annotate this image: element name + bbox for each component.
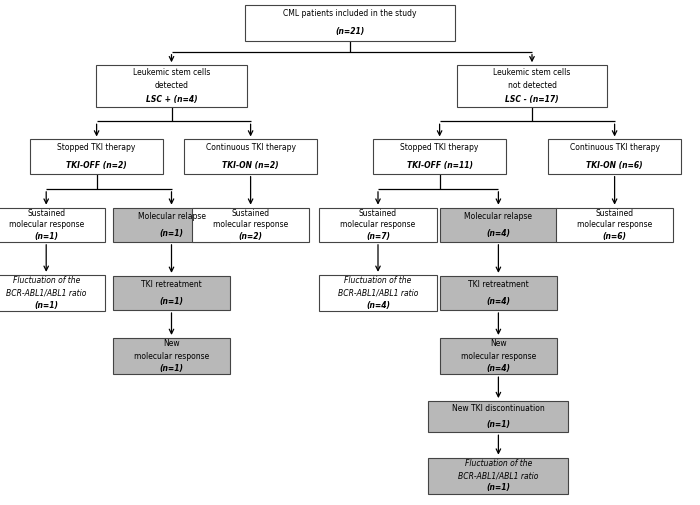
Text: Continuous TKI therapy: Continuous TKI therapy [206, 143, 295, 153]
Text: (n=2): (n=2) [239, 232, 262, 241]
Text: detected: detected [155, 81, 188, 90]
Text: (n=4): (n=4) [486, 229, 510, 238]
FancyBboxPatch shape [113, 208, 230, 242]
Text: molecular response: molecular response [340, 220, 416, 229]
FancyBboxPatch shape [440, 276, 557, 310]
Text: molecular response: molecular response [461, 351, 536, 361]
Text: TKI-OFF (n=11): TKI-OFF (n=11) [407, 161, 473, 170]
Text: (n=21): (n=21) [335, 27, 365, 36]
FancyBboxPatch shape [428, 458, 568, 494]
Text: LSC - (n=17): LSC - (n=17) [505, 95, 559, 104]
Text: TKI-OFF (n=2): TKI-OFF (n=2) [66, 161, 127, 170]
Text: not detected: not detected [508, 81, 556, 90]
FancyBboxPatch shape [319, 275, 437, 311]
FancyBboxPatch shape [0, 275, 105, 311]
Text: (n=4): (n=4) [366, 300, 390, 310]
Text: Leukemic stem cells: Leukemic stem cells [494, 68, 570, 77]
Text: Continuous TKI therapy: Continuous TKI therapy [570, 143, 659, 153]
Text: Stopped TKI therapy: Stopped TKI therapy [57, 143, 136, 153]
Text: TKI retreatment: TKI retreatment [468, 280, 528, 289]
Text: (n=1): (n=1) [34, 300, 58, 310]
Text: LSC + (n=4): LSC + (n=4) [146, 95, 197, 104]
Text: (n=1): (n=1) [160, 364, 183, 373]
Text: (n=6): (n=6) [603, 232, 627, 241]
FancyBboxPatch shape [319, 208, 437, 242]
Text: BCR-ABL1/ABL1 ratio: BCR-ABL1/ABL1 ratio [6, 288, 86, 297]
Text: (n=1): (n=1) [34, 232, 58, 241]
FancyBboxPatch shape [548, 139, 681, 174]
FancyBboxPatch shape [373, 139, 506, 174]
FancyBboxPatch shape [30, 139, 163, 174]
FancyBboxPatch shape [113, 338, 230, 374]
Text: New: New [163, 339, 180, 348]
FancyBboxPatch shape [440, 208, 557, 242]
Text: (n=1): (n=1) [160, 229, 183, 238]
FancyBboxPatch shape [428, 401, 568, 432]
Text: BCR-ABL1/ABL1 ratio: BCR-ABL1/ABL1 ratio [458, 471, 538, 480]
Text: New: New [490, 339, 507, 348]
Text: Sustained: Sustained [359, 209, 397, 218]
FancyBboxPatch shape [184, 139, 317, 174]
Text: TKI retreatment: TKI retreatment [141, 280, 202, 289]
Text: (n=4): (n=4) [486, 364, 510, 373]
Text: Sustained: Sustained [232, 209, 270, 218]
Text: Molecular relapse: Molecular relapse [137, 212, 206, 221]
Text: molecular response: molecular response [134, 351, 209, 361]
Text: (n=1): (n=1) [486, 420, 510, 429]
Text: molecular response: molecular response [577, 220, 652, 229]
Text: Fluctuation of the: Fluctuation of the [13, 276, 80, 285]
FancyBboxPatch shape [456, 65, 608, 107]
Text: Molecular relapse: Molecular relapse [464, 212, 533, 221]
Text: (n=7): (n=7) [366, 232, 390, 241]
Text: (n=4): (n=4) [486, 297, 510, 306]
Text: Sustained: Sustained [596, 209, 634, 218]
Text: (n=1): (n=1) [486, 483, 510, 492]
Text: CML patients included in the study: CML patients included in the study [284, 9, 416, 18]
Text: BCR-ABL1/ABL1 ratio: BCR-ABL1/ABL1 ratio [338, 288, 418, 297]
FancyBboxPatch shape [192, 208, 309, 242]
Text: Sustained: Sustained [27, 209, 65, 218]
FancyBboxPatch shape [556, 208, 673, 242]
FancyBboxPatch shape [97, 65, 247, 107]
Text: Fluctuation of the: Fluctuation of the [465, 459, 532, 468]
FancyBboxPatch shape [440, 338, 557, 374]
Text: New TKI discontinuation: New TKI discontinuation [452, 405, 545, 413]
Text: TKI-ON (n=2): TKI-ON (n=2) [223, 161, 279, 170]
Text: (n=1): (n=1) [160, 297, 183, 306]
FancyBboxPatch shape [0, 208, 105, 242]
Text: Leukemic stem cells: Leukemic stem cells [133, 68, 210, 77]
Text: Fluctuation of the: Fluctuation of the [344, 276, 412, 285]
Text: molecular response: molecular response [8, 220, 84, 229]
Text: TKI-ON (n=6): TKI-ON (n=6) [587, 161, 643, 170]
Text: Stopped TKI therapy: Stopped TKI therapy [400, 143, 479, 153]
FancyBboxPatch shape [245, 5, 455, 41]
Text: molecular response: molecular response [213, 220, 288, 229]
FancyBboxPatch shape [113, 276, 230, 310]
